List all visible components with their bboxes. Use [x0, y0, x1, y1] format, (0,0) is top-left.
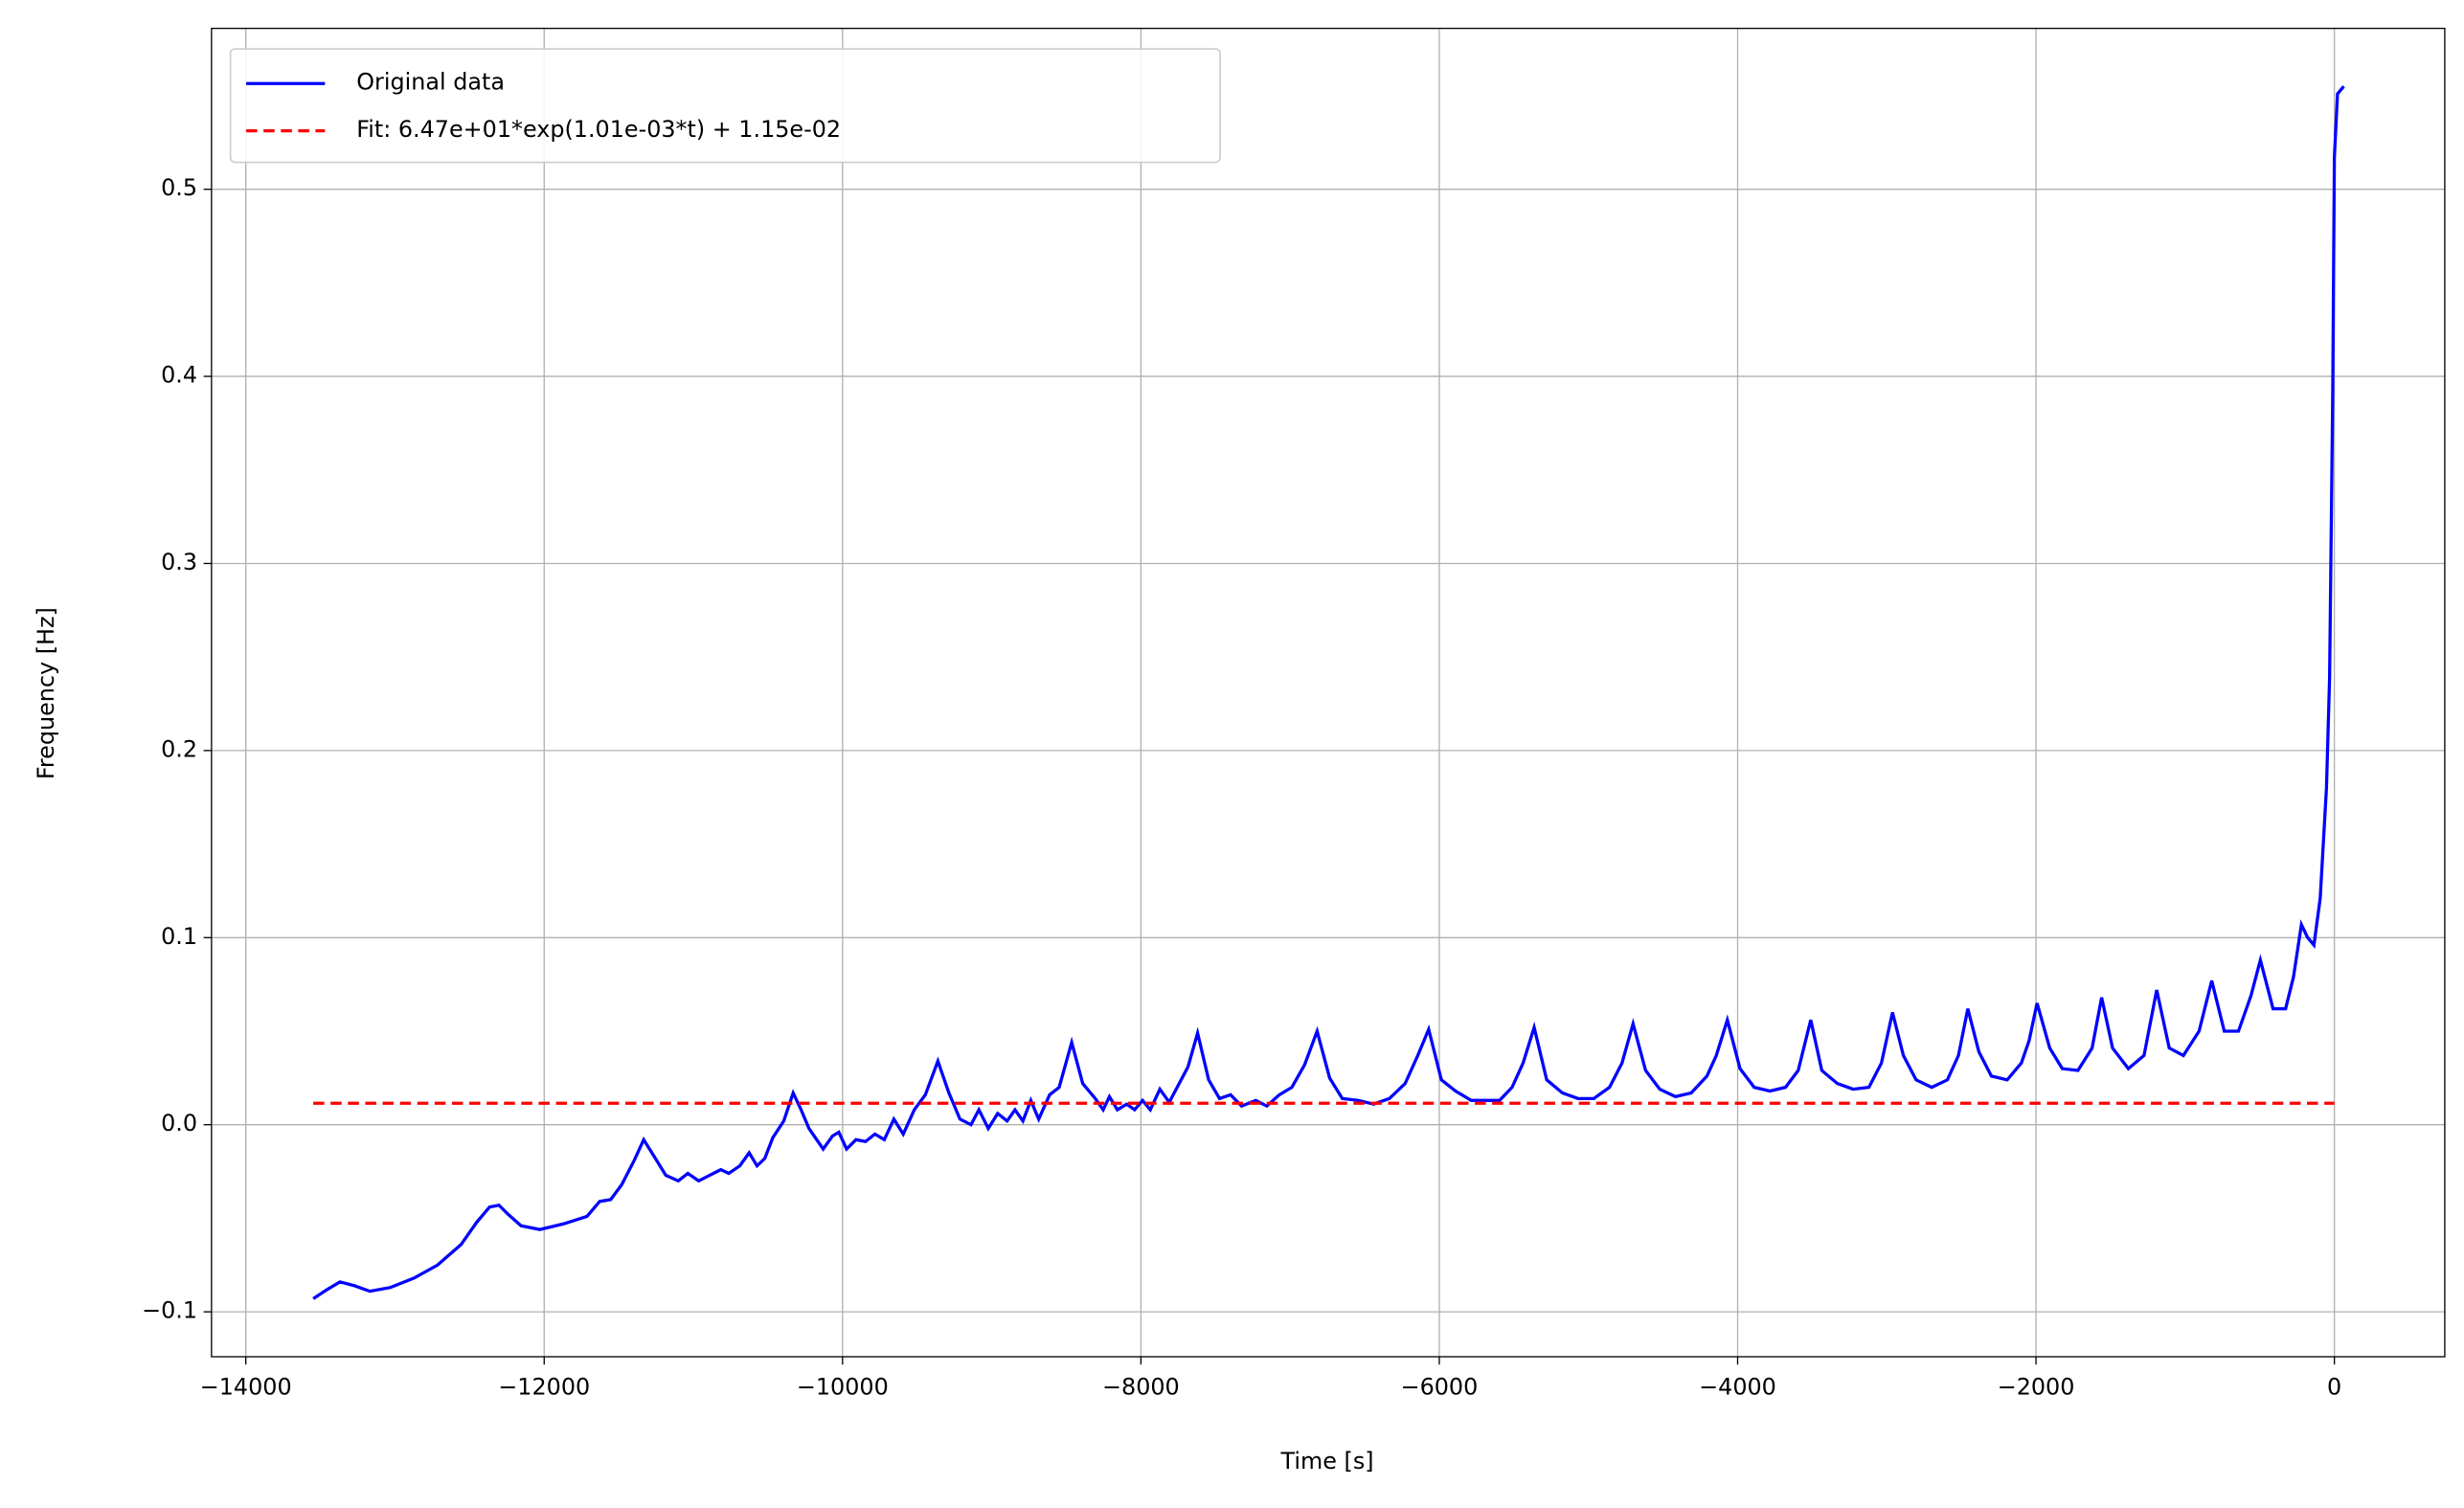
y-tick-label: 0.0: [161, 1110, 197, 1137]
plot-frame: [211, 27, 2446, 1358]
y-tick-label: 0.3: [161, 549, 197, 575]
y-tick-label: 0.4: [161, 362, 197, 389]
legend-box: [229, 48, 1221, 164]
y-axis-label: Frequency [Hz]: [33, 607, 59, 779]
x-tick-label: −4000: [1699, 1373, 1776, 1400]
x-tick-label: −6000: [1401, 1373, 1479, 1400]
data-line: [312, 85, 2345, 1300]
y-tick-label: 0.5: [161, 174, 197, 201]
y-tick-label: 0.2: [161, 735, 197, 762]
x-tick-label: −12000: [498, 1373, 590, 1400]
legend-label: Fit: 6.47e+01*exp(1.01e-03*t) + 1.15e-02: [356, 116, 841, 143]
x-axis-label: Time [s]: [1280, 1448, 1374, 1474]
y-tick-label: −0.1: [142, 1297, 197, 1324]
x-tick-label: −10000: [797, 1373, 889, 1400]
x-tick-label: −8000: [1102, 1373, 1180, 1400]
legend-label: Original data: [356, 69, 505, 96]
x-tick-label: −14000: [200, 1373, 292, 1400]
x-tick-label: −2000: [1998, 1373, 2075, 1400]
x-tick-label: 0: [2327, 1373, 2341, 1400]
y-tick-label: 0.1: [161, 923, 197, 950]
